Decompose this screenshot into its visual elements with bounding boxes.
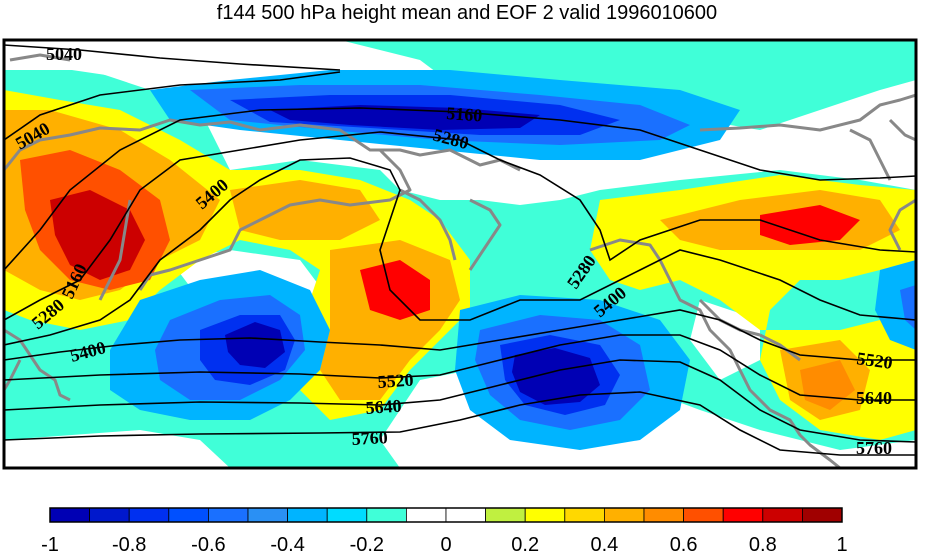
- contour-label: 5760: [856, 438, 892, 458]
- colorbar-frame: [49, 507, 843, 523]
- height-contours: [4, 44, 916, 456]
- colorbar-box: [287, 507, 328, 523]
- colorbar-tick-label: -0.6: [191, 534, 226, 556]
- colorbar-boxes: [49, 507, 843, 523]
- colorbar-labels: -1 -0.8 -0.6 -0.4 -0.2 0 0.2 0.4 0.6 0.8 1: [0, 534, 934, 558]
- colorbar-box: [247, 507, 288, 523]
- colorbar-tick-label: -0.4: [270, 534, 305, 556]
- colorbar-tick-label: 1: [836, 534, 848, 556]
- colorbar-box: [762, 507, 803, 523]
- contour-label: 5640: [856, 388, 892, 408]
- colorbar-tick-label: 0: [440, 534, 452, 556]
- colorbar-tick-label: -0.8: [111, 534, 147, 556]
- colorbar-box: [683, 507, 724, 523]
- contour-label: 5760: [351, 427, 388, 449]
- colorbar-tick-label: -0.2: [349, 534, 385, 556]
- colorbar-box: [524, 507, 566, 523]
- coastlines: [4, 53, 916, 468]
- colorbar-box: [49, 507, 90, 523]
- colorbar-box: [802, 507, 843, 523]
- colorbar-box: [445, 507, 486, 523]
- map-title: f144 500 hPa height mean and EOF 2 valid…: [216, 2, 718, 24]
- contour-label: 5160: [446, 103, 483, 125]
- map-frame: [2, 38, 918, 470]
- contour-label: 5520: [855, 348, 893, 373]
- colorbar-tick-label: 0.2: [511, 534, 540, 556]
- colorbar: [49, 507, 843, 523]
- colorbar-box: [207, 507, 249, 523]
- contour-label: 5040: [46, 44, 82, 64]
- colorbar-box: [485, 507, 526, 523]
- colorbar-tick-label: -1: [41, 534, 59, 556]
- colorbar-box: [168, 507, 209, 523]
- colorbar-tick-label: 0.6: [669, 534, 698, 556]
- colorbar-box: [405, 507, 447, 523]
- colorbar-box: [326, 507, 368, 523]
- colorbar-box: [643, 507, 684, 523]
- colorbar-box: [89, 507, 130, 523]
- colorbar-box: [604, 507, 645, 523]
- contour-label: 5520: [377, 370, 414, 392]
- colorbar-box: [564, 507, 605, 523]
- colorbar-box: [722, 507, 764, 523]
- colorbar-tick-label: 0.8: [748, 534, 777, 556]
- negative-anomaly-min: [225, 105, 600, 405]
- colorbar-box: [366, 507, 407, 523]
- colorbar-tick-label: 0.4: [590, 534, 619, 556]
- contour-label: 5640: [365, 396, 402, 418]
- eof-map: 5040 5040 5160 5160 5280 5280 5280 5400 …: [2, 38, 918, 470]
- colorbar-box: [128, 507, 170, 523]
